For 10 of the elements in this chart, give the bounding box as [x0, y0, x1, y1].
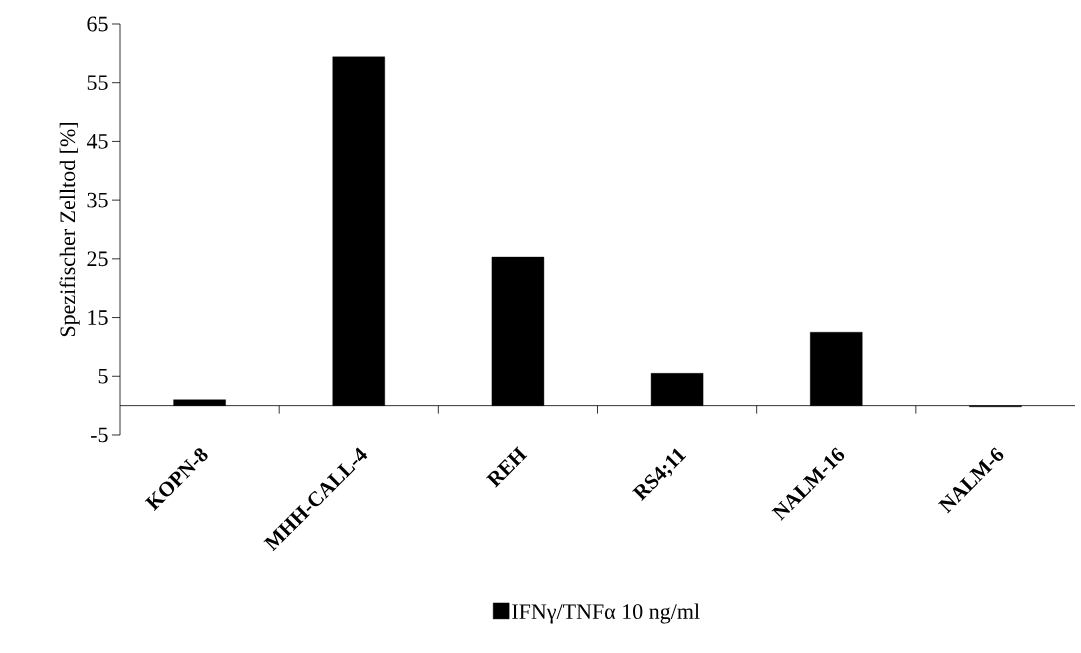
y-tick-label: 55 [87, 75, 108, 91]
y-tick-label: 15 [88, 310, 108, 325]
legend-label: IFNγ/TNFα 10 ng/ml [512, 603, 700, 624]
y-tick-label: 45 [86, 134, 108, 149]
y-tick-label: 35 [87, 192, 108, 208]
y-tick-label: 5 [98, 368, 108, 384]
y-tick-label: -5 [90, 427, 108, 443]
y-tick-label: 25 [87, 251, 108, 267]
y-axis-title: Spezifischer Zelltod [%] [59, 122, 80, 337]
y-tick-label: 65 [87, 16, 108, 32]
